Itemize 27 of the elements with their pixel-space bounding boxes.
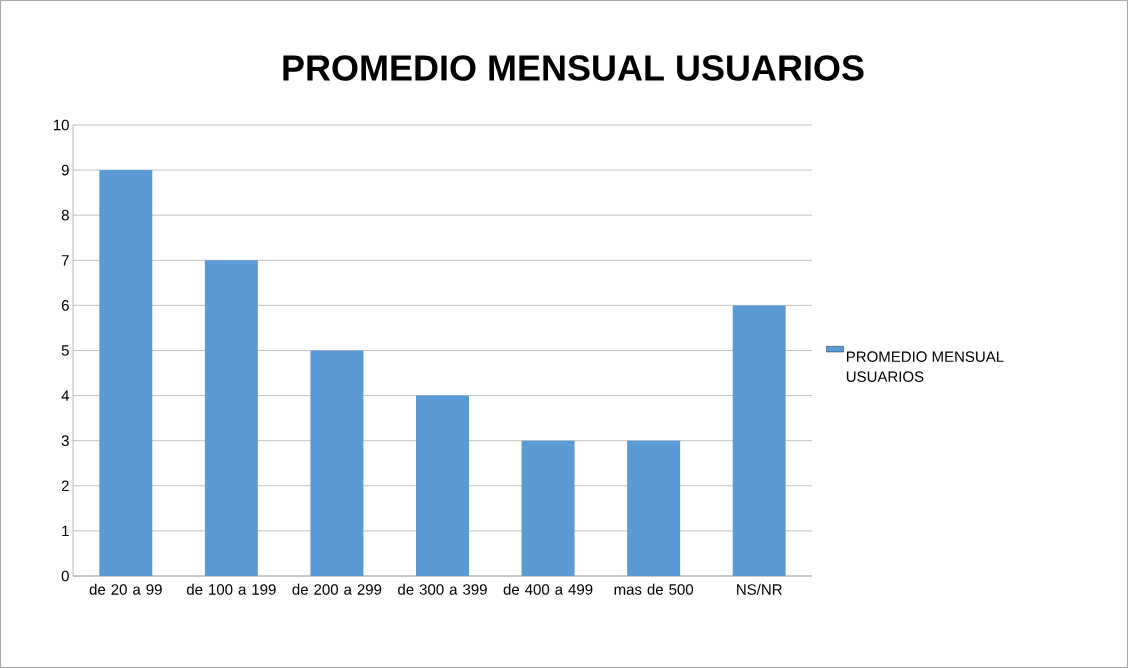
y-tick-label: 3 [61, 435, 69, 446]
x-tick-label: de 200 a 299 [292, 583, 382, 595]
y-tick-label: 2 [61, 480, 69, 492]
y-tick-label: 0 [61, 570, 69, 582]
legend-label: PROMEDIO MENSUAL USUARIOS [846, 351, 1004, 382]
chart-title: PROMEDIO MENSUAL USUARIOS [283, 55, 864, 81]
y-tick-label: 5 [61, 345, 69, 356]
bar [521, 440, 575, 576]
x-tick-label: de 400 a 499 [503, 583, 593, 595]
y-tick-label: 7 [61, 255, 69, 266]
x-tick-label: de 20 a 99 [89, 583, 162, 595]
y-tick-label: 1 [62, 525, 69, 537]
y-tick-label: 4 [61, 390, 70, 401]
y-tick-label: 9 [61, 164, 69, 176]
bar [732, 305, 786, 576]
y-tick-label: 10 [53, 119, 69, 131]
y-tick-label: 8 [61, 209, 69, 221]
x-tick-label: de 100 a 199 [186, 583, 276, 595]
bar [416, 395, 470, 576]
y-tick-label: 6 [61, 300, 69, 311]
x-tick-label: mas de 500 [614, 583, 694, 595]
x-tick-label: NS/NR [737, 583, 782, 595]
bar [627, 440, 681, 576]
bar [204, 260, 258, 576]
x-tick-label: de 300 a 399 [398, 583, 487, 595]
bar [99, 170, 153, 576]
bar [310, 350, 364, 576]
